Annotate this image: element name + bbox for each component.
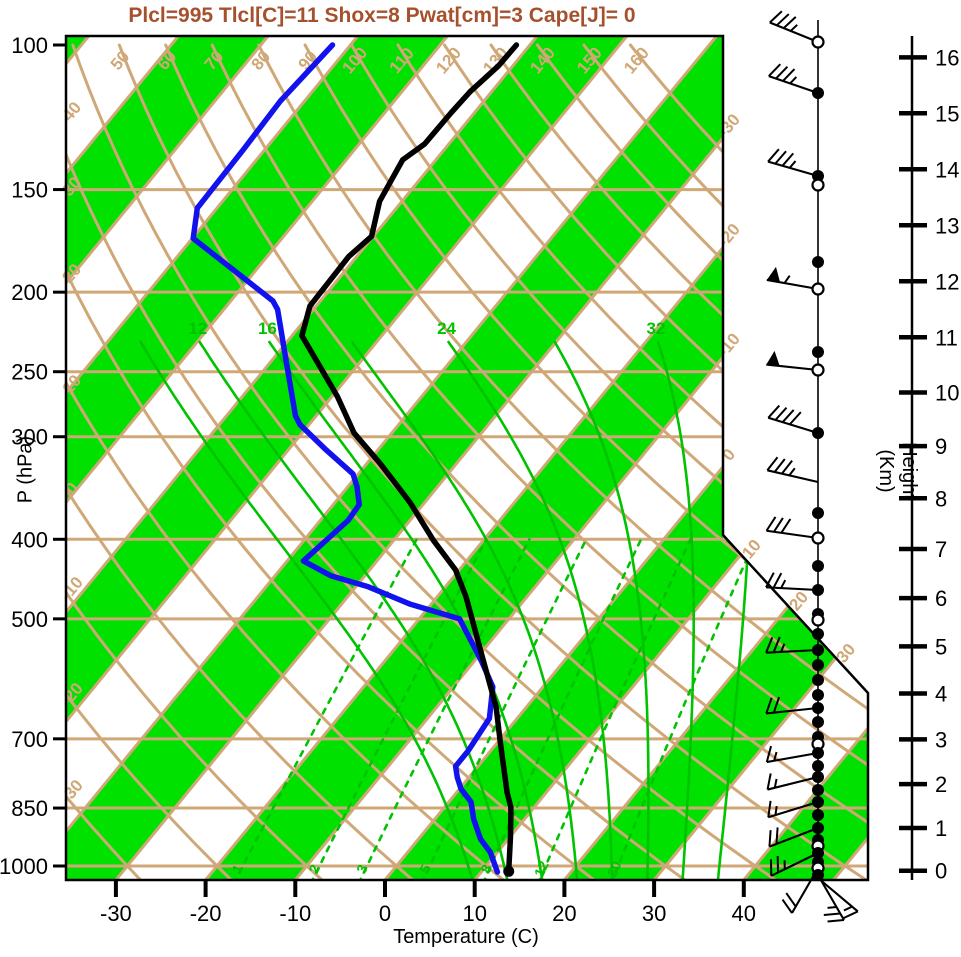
temperature-axis-title: Temperature (C) xyxy=(393,926,539,948)
wind-barb-column xyxy=(765,10,859,923)
wind-level-dot xyxy=(812,644,824,656)
svg-text:13: 13 xyxy=(935,213,959,238)
wind-level-circle xyxy=(811,282,825,296)
wind-level-dot xyxy=(812,674,824,686)
svg-text:7: 7 xyxy=(935,537,947,562)
temperature-curve xyxy=(299,42,520,875)
wind-level-dot xyxy=(812,869,824,881)
svg-text:30: 30 xyxy=(833,640,860,667)
svg-text:9: 9 xyxy=(935,434,947,459)
background-layer xyxy=(66,36,868,880)
svg-text:8: 8 xyxy=(935,486,947,511)
wind-level-dot xyxy=(812,659,824,671)
svg-text:100: 100 xyxy=(11,33,48,58)
dewpoint-curve xyxy=(190,42,501,875)
wind-level-dot xyxy=(812,716,824,728)
svg-text:3: 3 xyxy=(935,727,947,752)
svg-text:24: 24 xyxy=(437,319,456,338)
svg-text:16: 16 xyxy=(258,319,277,338)
sounding-layer xyxy=(190,42,520,877)
svg-text:4: 4 xyxy=(935,681,947,706)
wind-level-dot xyxy=(812,87,824,99)
wind-level-circle xyxy=(811,178,825,192)
green-bands xyxy=(66,36,868,880)
wind-level-dot xyxy=(812,584,824,596)
wind-level-dot xyxy=(812,560,824,572)
wind-level-dot xyxy=(812,507,824,519)
svg-text:160: 160 xyxy=(620,43,653,77)
svg-text:150: 150 xyxy=(11,178,48,203)
svg-text:16: 16 xyxy=(935,45,959,70)
wind-level-circle xyxy=(811,363,825,377)
wind-level-dot xyxy=(812,427,824,439)
svg-text:30: 30 xyxy=(642,901,666,926)
wind-level-circle xyxy=(811,35,825,49)
svg-text:400: 400 xyxy=(11,527,48,552)
wind-level-dot xyxy=(812,702,824,714)
svg-text:14: 14 xyxy=(935,157,959,182)
svg-text:40: 40 xyxy=(732,901,756,926)
svg-text:40: 40 xyxy=(58,98,85,125)
wind-level-dot xyxy=(812,747,824,759)
wind-level-dot xyxy=(812,771,824,783)
wind-level-dot xyxy=(812,689,824,701)
surface-point-dot xyxy=(503,865,515,877)
svg-text:850: 850 xyxy=(11,796,48,821)
svg-text:-20: -20 xyxy=(714,220,744,251)
svg-text:10: 10 xyxy=(462,901,486,926)
wind-level-dot xyxy=(812,847,824,859)
svg-text:700: 700 xyxy=(11,727,48,752)
svg-text:0: 0 xyxy=(379,901,391,926)
wind-level-dot xyxy=(812,796,824,808)
wind-level-dot xyxy=(812,170,824,182)
wind-level-dot xyxy=(812,256,824,268)
wind-level-dot xyxy=(812,760,824,772)
svg-text:32: 32 xyxy=(647,319,666,338)
wind-level-dot xyxy=(812,822,824,834)
svg-text:5: 5 xyxy=(935,634,947,659)
svg-text:2: 2 xyxy=(305,862,323,876)
svg-text:10: 10 xyxy=(935,380,959,405)
wind-level-dot xyxy=(812,628,824,640)
svg-text:11: 11 xyxy=(935,325,958,350)
plot-frame xyxy=(64,34,870,882)
svg-text:20: 20 xyxy=(603,858,624,879)
svg-text:-30: -30 xyxy=(57,776,87,807)
svg-text:-10: -10 xyxy=(279,901,311,926)
svg-text:1: 1 xyxy=(935,816,947,841)
svg-text:1000: 1000 xyxy=(0,854,48,879)
wind-level-circle xyxy=(811,531,825,545)
height-axis-title: Height (Km) xyxy=(875,442,920,500)
svg-text:250: 250 xyxy=(11,360,48,385)
svg-text:0: 0 xyxy=(718,445,739,464)
pressure-axis-title: P (hPa) xyxy=(14,435,37,504)
svg-text:12: 12 xyxy=(531,858,552,879)
svg-text:300: 300 xyxy=(11,425,48,450)
svg-text:15: 15 xyxy=(935,101,959,126)
svg-text:3: 3 xyxy=(353,862,371,876)
svg-text:20: 20 xyxy=(552,901,576,926)
chart-title: Plcl=995 Tlcl[C]=11 Shox=8 Pwat[cm]=3 Ca… xyxy=(128,4,636,27)
svg-text:-30: -30 xyxy=(100,901,132,926)
svg-text:500: 500 xyxy=(11,607,48,632)
svg-text:12: 12 xyxy=(935,269,959,294)
svg-text:2: 2 xyxy=(935,772,947,797)
svg-text:12: 12 xyxy=(188,319,207,338)
wind-level-dot xyxy=(812,784,824,796)
wind-level-dot xyxy=(812,346,824,358)
svg-text:0: 0 xyxy=(935,859,947,884)
svg-text:-20: -20 xyxy=(190,901,222,926)
svg-text:200: 200 xyxy=(11,280,48,305)
svg-text:6: 6 xyxy=(935,586,947,611)
wind-level-dot xyxy=(812,809,824,821)
wind-level-circle xyxy=(811,613,825,627)
